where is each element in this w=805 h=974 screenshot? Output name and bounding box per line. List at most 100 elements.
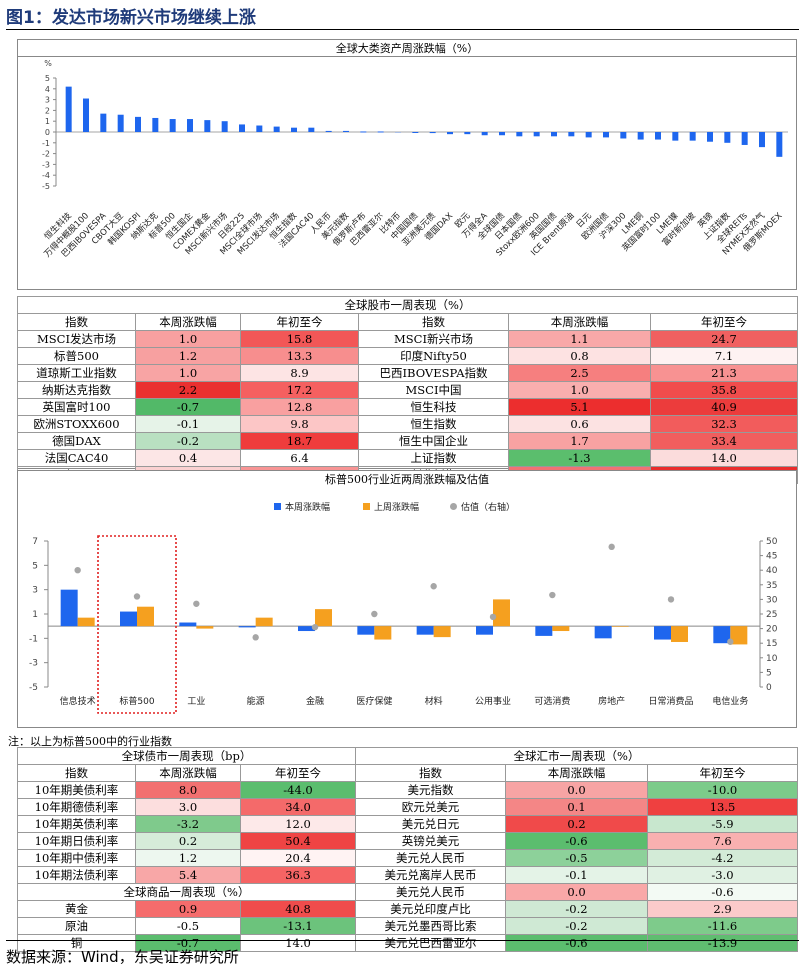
table-cell: 美元兑印度卢比 [355, 900, 506, 918]
table-cell: 35.8 [650, 381, 798, 399]
table-cell: 2.5 [508, 364, 651, 382]
column-header: 本周涨跌幅 [508, 313, 651, 331]
table-cell: 德国DAX [17, 432, 136, 450]
table-cell: 美元兑人民币 [355, 883, 506, 901]
bar [239, 124, 245, 132]
table-row: 美元兑人民币 -0.5 -4.2 [355, 849, 798, 867]
table-cell: 恒生科技 [358, 398, 509, 416]
table-cell: 原油 [17, 917, 136, 935]
column-header: 年初至今 [240, 313, 359, 331]
bar [291, 127, 297, 132]
table-cell: 10年期美债利率 [17, 781, 136, 799]
table-cell: 40.9 [650, 398, 798, 416]
stock-table: 全球股市一周表现（%） 指数 本周涨跌幅 年初至今 指数 本周涨跌幅 年初至今 MSCI发… [17, 296, 798, 484]
y-tick-label: 1 [45, 117, 50, 126]
y-tick-label: -2 [42, 150, 50, 159]
y-tick-label: -3 [29, 659, 38, 669]
table-cell: 美元指数 [355, 781, 506, 799]
column-header: 年初至今 [240, 764, 356, 782]
bar-this-week [298, 626, 315, 632]
table-cell: MSCI发达市场 [17, 330, 136, 348]
y2-tick-label: 30 [766, 595, 778, 605]
fx-table-title: 全球汇市一周表现（%） [355, 747, 798, 765]
stock-table-title: 全球股市一周表现（%） [17, 296, 798, 314]
asset-chart-title: 全球大类资产周涨跌幅（%） [18, 40, 796, 57]
table-cell: 9.8 [240, 415, 359, 433]
table-cell: -0.7 [135, 934, 241, 952]
table-row: 10年期法债利率 5.4 36.3 [17, 866, 356, 884]
note-text: 注：以上为标普500中的行业指数 [8, 735, 172, 748]
x-tick-label: 材料 [425, 695, 443, 707]
column-header: 本周涨跌幅 [135, 313, 241, 331]
bar [187, 119, 193, 132]
bar-this-week [535, 626, 553, 636]
bar [273, 126, 280, 132]
x-tick-label: 标普500 [119, 695, 154, 707]
valuation-dot [74, 567, 81, 574]
table-cell: -0.1 [505, 866, 648, 884]
y-tick-label: -1 [29, 634, 38, 644]
bar [464, 132, 471, 135]
table-cell: 美元兑人民币 [355, 849, 506, 867]
bar [377, 131, 384, 133]
bar [707, 132, 713, 142]
table-cell: 17.2 [240, 381, 359, 399]
table-cell: 美元兑墨西哥比索 [355, 917, 506, 935]
table-row: 黄金 0.9 40.8 [17, 900, 356, 918]
bar [343, 130, 349, 132]
y-tick-label: -5 [29, 683, 38, 693]
table-row: 美元兑离岸人民币 -0.1 -3.0 [355, 866, 798, 884]
table-row: MSCI发达市场 1.0 15.8 MSCI新兴市场 1.1 24.7 [17, 330, 798, 348]
asset-chart: %543210-1-2-3-4-5恒生科技万得中概股100巴西IBOVESPAC… [42, 59, 788, 260]
table-cell: 10年期日债利率 [17, 832, 136, 850]
table-cell: 1.7 [508, 432, 651, 450]
table-cell: 14.0 [650, 449, 798, 467]
table-cell: -0.5 [135, 917, 241, 935]
table-cell: -10.0 [647, 781, 798, 799]
bar-last-week [493, 599, 510, 627]
y-tick-label: 3 [32, 586, 38, 596]
sector-chart: 本周涨跌幅 上周涨跌幅 估值（右轴）7531-1-3-550454035302520… [29, 501, 778, 714]
bar [169, 119, 176, 132]
table-cell: 15.8 [240, 330, 359, 348]
table-cell: 40.8 [240, 900, 356, 918]
table-cell: -3.2 [135, 815, 241, 833]
table-cell: 英镑兑美元 [355, 832, 506, 850]
bar [533, 132, 540, 137]
highlight-box [97, 535, 177, 714]
bar [620, 132, 627, 139]
bar [100, 113, 107, 132]
table-cell: 8.9 [240, 364, 359, 382]
table-cell: -0.7 [135, 398, 241, 416]
table-cell: 5.1 [508, 398, 651, 416]
table-row: 纳斯达克指数 2.2 17.2 MSCI中国 1.0 35.8 [17, 381, 798, 399]
bar-last-week [374, 626, 392, 640]
valuation-dot [430, 583, 437, 590]
title-rule [6, 29, 799, 30]
legend-swatch [450, 503, 457, 510]
y-tick-label: 5 [45, 74, 50, 83]
bar-last-week [255, 617, 273, 627]
table-row: 10年期日债利率 0.2 50.4 [17, 832, 356, 850]
table-cell: -0.6 [505, 832, 648, 850]
valuation-dot [252, 634, 259, 641]
x-tick-label: 能源 [247, 695, 265, 707]
bar [221, 121, 228, 132]
valuation-dot [371, 610, 378, 618]
table-cell: 1.0 [135, 330, 241, 348]
bar [776, 132, 783, 157]
valuation-dot [608, 543, 615, 551]
table-cell: 2.9 [647, 900, 798, 918]
table-cell: 巴西IBOVESPA指数 [358, 364, 509, 382]
table-cell: 14.0 [240, 934, 356, 952]
sector-chart-title: 标普500行业近两周涨跌幅及估值 [18, 471, 796, 488]
table-cell: -5.9 [647, 815, 798, 833]
y-axis-unit: % [44, 59, 52, 68]
bar [152, 117, 159, 132]
x-tick-label: 信息技术 [60, 695, 96, 707]
legend-label: 估值（右轴） [461, 501, 515, 513]
table-cell: -0.6 [505, 934, 648, 952]
table-cell: -13.9 [647, 934, 798, 952]
table-cell: 欧洲STOXX600 [17, 415, 136, 433]
column-header: 指数 [17, 313, 136, 331]
